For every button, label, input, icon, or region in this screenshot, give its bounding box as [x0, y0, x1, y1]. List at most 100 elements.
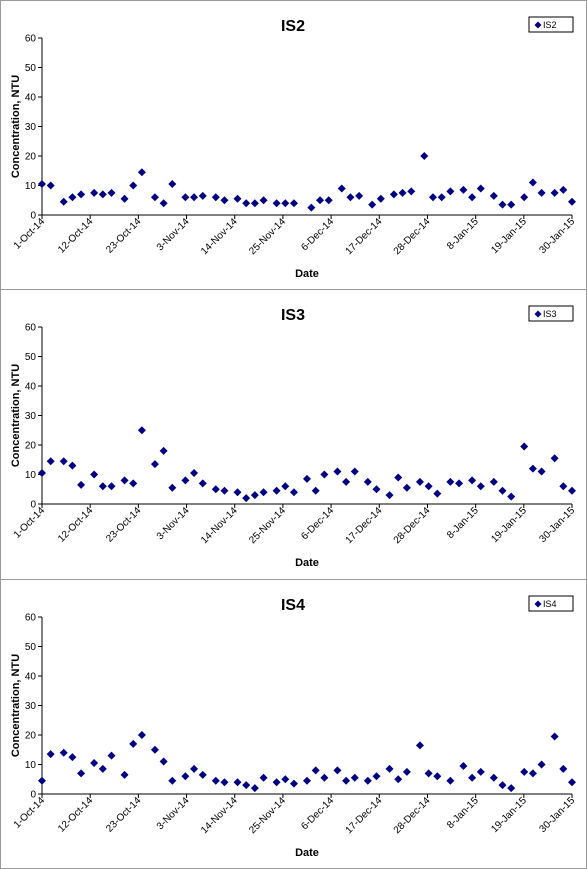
data-point [489, 477, 498, 486]
x-tick-label: 6-Dec-14 [299, 795, 336, 832]
data-point [350, 773, 359, 782]
data-point [424, 769, 433, 778]
y-tick-label: 20 [25, 441, 37, 452]
data-point [333, 467, 342, 476]
data-point [46, 457, 55, 466]
data-point [150, 460, 159, 469]
x-tick-label: 3-Nov-14 [155, 505, 192, 542]
y-tick-label: 10 [25, 760, 37, 771]
y-tick-label: 20 [25, 731, 37, 742]
data-point [59, 457, 68, 466]
y-tick-label: 30 [25, 701, 37, 712]
y-tick-label: 60 [25, 323, 37, 334]
data-point [424, 482, 433, 491]
data-point [333, 766, 342, 775]
y-axis-label: Concentration, NTU [10, 654, 22, 757]
data-point [137, 731, 146, 739]
data-point [507, 784, 516, 793]
y-tick-label: 40 [25, 382, 37, 393]
data-point [190, 193, 199, 202]
data-point [320, 773, 329, 782]
data-point [137, 168, 146, 177]
data-point [250, 491, 259, 500]
data-point [372, 485, 381, 494]
x-tick-label: 25-Nov-14 [247, 505, 288, 546]
data-point [320, 470, 329, 479]
data-point [559, 764, 568, 773]
x-tick-label: 8-Jan-15 [445, 216, 481, 252]
data-point [150, 745, 159, 754]
data-point [350, 467, 359, 476]
y-tick-label: 0 [30, 211, 36, 222]
data-point [90, 470, 99, 479]
data-point [507, 492, 516, 501]
data-point [528, 464, 537, 473]
data-point [342, 477, 351, 486]
legend: IS4 [528, 595, 574, 612]
data-point [402, 767, 411, 776]
data-point [59, 197, 68, 206]
data-point [372, 772, 381, 781]
x-tick-label: 30-Jan-15 [538, 216, 578, 256]
data-point [220, 196, 229, 205]
legend-marker [534, 310, 542, 318]
data-point [98, 190, 107, 199]
x-tick-label: 25-Nov-14 [247, 795, 288, 836]
x-tick-label: 17-Dec-14 [344, 795, 385, 836]
data-point [468, 773, 477, 782]
x-tick-label: 30-Jan-15 [538, 505, 578, 545]
y-tick-label: 0 [30, 500, 36, 511]
x-tick-label: 19-Jan-15 [489, 505, 529, 545]
x-tick-label: 19-Jan-15 [489, 795, 529, 835]
y-axis-label: Concentration, NTU [10, 75, 22, 178]
data-point [38, 180, 46, 189]
data-point [38, 469, 46, 478]
data-point [250, 784, 259, 793]
data-point [394, 775, 403, 784]
data-point [198, 479, 207, 488]
data-point [120, 194, 129, 203]
data-point [468, 193, 477, 202]
data-point [289, 779, 298, 788]
data-point [459, 761, 468, 770]
y-axis-label: Concentration, NTU [10, 364, 22, 467]
data-point [550, 188, 559, 197]
x-tick-label: 6-Dec-14 [299, 505, 336, 542]
data-point [129, 739, 138, 748]
data-point [489, 773, 498, 782]
x-tick-label: 12-Oct-14 [56, 795, 96, 835]
data-point [376, 194, 385, 203]
chart-title: IS2 [281, 18, 305, 35]
data-point [137, 426, 146, 435]
y-tick-label: 60 [25, 613, 37, 624]
x-tick-label: 3-Nov-14 [155, 795, 192, 832]
x-tick-label: 17-Dec-14 [344, 505, 385, 546]
data-point [77, 769, 86, 778]
data-point [120, 476, 129, 485]
data-point [528, 769, 537, 778]
data-point [190, 469, 199, 478]
chart-panel-is3: IS3 Concentration, NTU Date 0 10 20 30 40 50 60 1-… [0, 289, 587, 580]
data-point [476, 184, 485, 193]
x-tick-label: 28-Dec-14 [392, 795, 433, 836]
data-point [272, 199, 281, 208]
data-point [446, 776, 455, 785]
data-point [537, 188, 546, 197]
data-point [211, 193, 220, 202]
data-point [311, 486, 320, 495]
data-point [281, 482, 290, 491]
data-point [272, 486, 281, 495]
data-point [159, 199, 168, 208]
legend-box [528, 16, 574, 33]
data-point [259, 773, 268, 782]
data-point [559, 482, 568, 491]
data-point [568, 778, 576, 787]
data-point [468, 476, 477, 485]
data-point [324, 196, 333, 205]
data-point [476, 482, 485, 491]
data-point [342, 776, 351, 785]
data-point [520, 193, 529, 202]
data-point [168, 483, 177, 492]
data-point [433, 489, 442, 498]
